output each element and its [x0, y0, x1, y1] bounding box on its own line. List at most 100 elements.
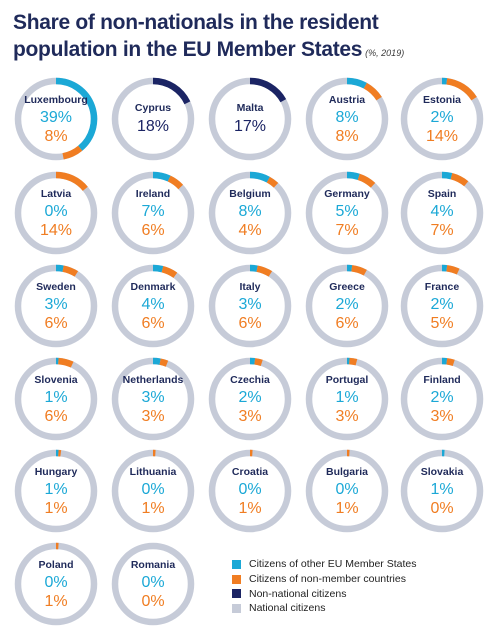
- donut-segment-nonmember-netherlands: [159, 358, 169, 367]
- value-eu-portugal: 1%: [335, 389, 358, 406]
- value-nonmember-belgium: 4%: [238, 222, 261, 239]
- value-eu-estonia: 2%: [430, 109, 453, 126]
- value-eu-hungary: 1%: [44, 481, 67, 498]
- country-label-france: France: [425, 281, 460, 293]
- value-nonmember-estonia: 14%: [426, 128, 458, 145]
- value-nonmember-france: 5%: [430, 315, 453, 332]
- value-nonmember-portugal: 3%: [335, 408, 358, 425]
- value-eu-denmark: 4%: [141, 296, 164, 313]
- value-eu-sweden: 3%: [44, 296, 67, 313]
- donut-segment-eu-germany: [346, 171, 360, 180]
- country-label-germany: Germany: [324, 188, 370, 200]
- value-eu-finland: 2%: [430, 389, 453, 406]
- country-label-cyprus: Cyprus: [135, 102, 171, 114]
- value-eu-czechia: 2%: [238, 389, 261, 406]
- value-eu-romania: 0%: [141, 574, 164, 591]
- value-nonmember-poland: 1%: [44, 593, 67, 610]
- country-label-netherlands: Netherlands: [123, 374, 184, 386]
- value-eu-luxembourg: 39%: [40, 109, 72, 126]
- country-label-slovakia: Slovakia: [421, 466, 464, 478]
- value-eu-belgium: 8%: [238, 203, 261, 220]
- value-nonmember-slovenia: 6%: [44, 408, 67, 425]
- donut-segment-nonmember-estonia: [446, 78, 477, 101]
- legend: Citizens of other EU Member States Citiz…: [232, 557, 487, 616]
- country-label-belgium: Belgium: [229, 188, 270, 200]
- value-nonmember-italy: 6%: [238, 315, 261, 332]
- value-eu-greece: 2%: [335, 296, 358, 313]
- value-total-malta: 17%: [234, 118, 266, 135]
- legend-item-eu-citizens: Citizens of other EU Member States: [232, 557, 487, 572]
- donut-segment-eu-austria: [346, 77, 367, 89]
- legend-label-non-member: Citizens of non-member countries: [249, 573, 406, 586]
- value-nonmember-croatia: 1%: [238, 500, 261, 517]
- legend-swatch-national: [232, 603, 241, 613]
- value-total-cyprus: 18%: [137, 118, 169, 135]
- value-nonmember-hungary: 1%: [44, 500, 67, 517]
- country-label-romania: Romania: [131, 559, 176, 571]
- country-label-croatia: Croatia: [232, 466, 268, 478]
- value-nonmember-czechia: 3%: [238, 408, 261, 425]
- donut-segment-eu-denmark: [152, 264, 164, 273]
- value-eu-lithuania: 0%: [141, 481, 164, 498]
- country-label-denmark: Denmark: [131, 281, 176, 293]
- donut-national-romania: [111, 542, 195, 626]
- value-eu-spain: 4%: [430, 203, 453, 220]
- country-label-latvia: Latvia: [41, 188, 72, 200]
- country-label-sweden: Sweden: [36, 281, 76, 293]
- donut-segment-nonmember-greece: [351, 265, 367, 276]
- value-nonmember-romania: 0%: [141, 593, 164, 610]
- donut-segment-eu-luxembourg: [55, 77, 98, 151]
- chart-title: Share of non-nationals in the resident p…: [13, 9, 483, 67]
- donut-segment-nonmember-luxembourg: [62, 145, 83, 160]
- country-label-finland: Finland: [423, 374, 460, 386]
- donut-segment-eu-belgium: [249, 171, 270, 183]
- country-label-spain: Spain: [428, 188, 457, 200]
- value-nonmember-germany: 7%: [335, 222, 358, 239]
- donut-segment-nonmember-finland: [446, 358, 455, 366]
- donut-segment-nonmember-spain: [450, 173, 469, 187]
- value-eu-italy: 3%: [238, 296, 261, 313]
- donut-segment-nonmember-denmark: [161, 266, 178, 278]
- country-label-austria: Austria: [329, 94, 365, 106]
- country-label-hungary: Hungary: [35, 466, 78, 478]
- legend-item-national: National citizens: [232, 601, 487, 616]
- donut-segment-eu-sweden: [55, 264, 64, 272]
- country-label-greece: Greece: [329, 281, 365, 293]
- donut-segment-eu-spain: [441, 171, 453, 180]
- value-nonmember-sweden: 6%: [44, 315, 67, 332]
- value-nonmember-slovakia: 0%: [430, 500, 453, 517]
- donut-segment-nonmember-slovenia: [58, 357, 74, 368]
- country-label-estonia: Estonia: [423, 94, 461, 106]
- legend-label-eu-citizens: Citizens of other EU Member States: [249, 558, 417, 571]
- chart-subtitle: (%, 2019): [365, 48, 405, 58]
- donut-segment-eu-ireland: [152, 171, 171, 182]
- value-nonmember-spain: 7%: [430, 222, 453, 239]
- value-eu-netherlands: 3%: [141, 389, 164, 406]
- donut-segment-nonmember-ireland: [167, 175, 184, 190]
- legend-item-non-national: Non-national citizens: [232, 586, 487, 601]
- value-nonmember-finland: 3%: [430, 408, 453, 425]
- donut-segment-eu-italy: [249, 264, 258, 272]
- value-nonmember-luxembourg: 8%: [44, 128, 67, 145]
- country-label-italy: Italy: [239, 281, 260, 293]
- value-eu-croatia: 0%: [238, 481, 261, 498]
- legend-swatch-non-national: [232, 589, 241, 599]
- donut-segment-nonmember-belgium: [266, 176, 279, 188]
- country-label-portugal: Portugal: [326, 374, 369, 386]
- donut-segment-eu-netherlands: [152, 357, 161, 365]
- donut-segment-nonmember-germany: [357, 173, 376, 188]
- donut-segment-nonmember-czechia: [254, 358, 263, 366]
- donut-segment-nonnational-malta: [249, 77, 287, 103]
- value-eu-poland: 0%: [44, 574, 67, 591]
- donut-segment-nonmember-austria: [363, 82, 382, 101]
- value-nonmember-greece: 6%: [335, 315, 358, 332]
- country-label-bulgaria: Bulgaria: [326, 466, 368, 478]
- legend-swatch-non-member: [232, 574, 241, 584]
- value-eu-slovakia: 1%: [430, 481, 453, 498]
- country-label-ireland: Ireland: [136, 188, 170, 200]
- country-label-czechia: Czechia: [230, 374, 270, 386]
- country-label-malta: Malta: [237, 102, 264, 114]
- legend-swatch-eu-citizens: [232, 559, 241, 569]
- value-eu-france: 2%: [430, 296, 453, 313]
